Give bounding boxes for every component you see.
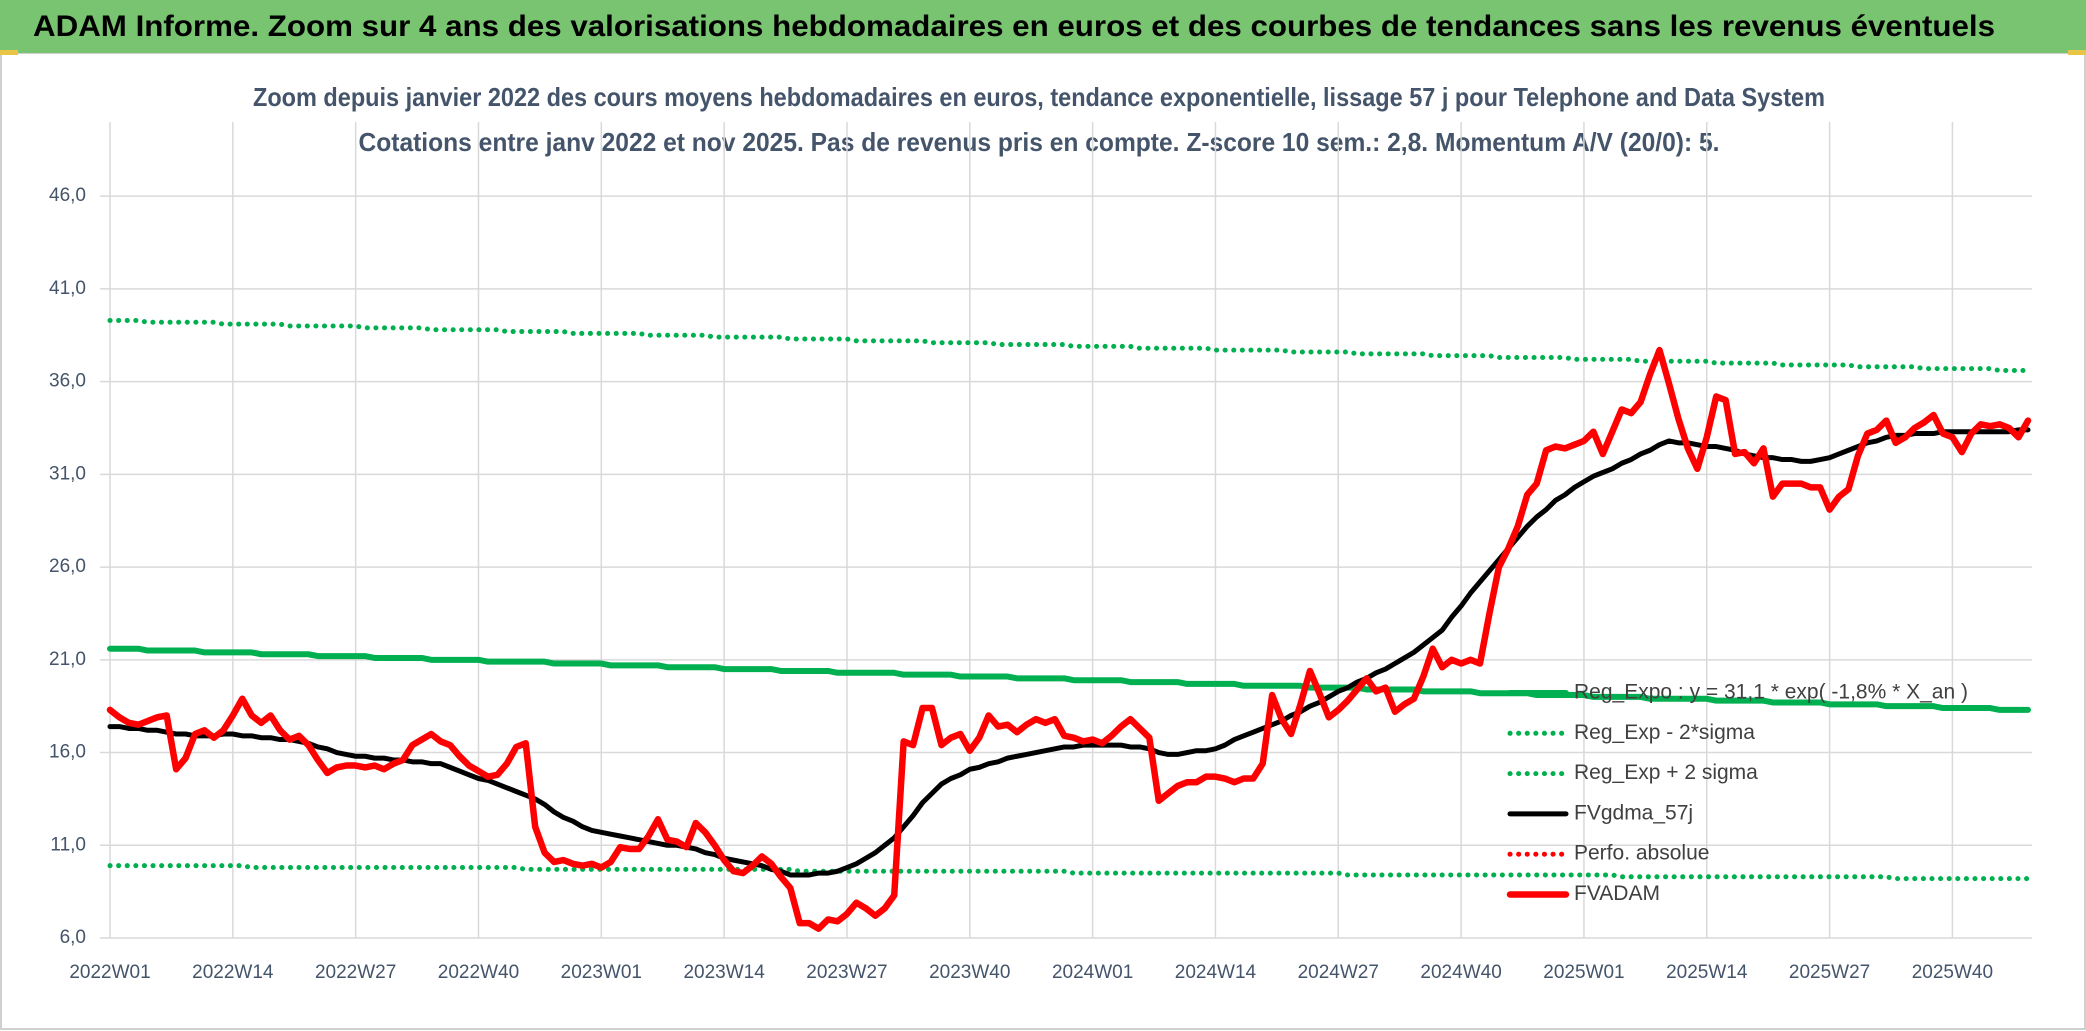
corner-accent: [0, 50, 18, 55]
corner-accent: [2068, 50, 2086, 55]
series-line: [107, 427, 2031, 878]
series-line: [107, 645, 2031, 713]
x-tick-label: 2024W14: [1175, 962, 1257, 983]
grid: 6,0 11,0 16,0 21,0 26,0 31,0 36,0 41,0 46,0 2022W…: [49, 122, 2032, 983]
y-tick-label: 21,0: [49, 649, 86, 670]
y-tick-label: 36,0: [49, 371, 86, 392]
legend-label: FVADAM: [1574, 882, 1660, 905]
x-tick-label: 2023W27: [806, 962, 887, 983]
x-tick-label: 2025W14: [1666, 962, 1748, 983]
x-tick-label: 2022W27: [315, 962, 396, 983]
y-tick-label: 26,0: [49, 556, 86, 577]
y-tick-label: 11,0: [50, 834, 86, 855]
x-tick-label: 2025W40: [1912, 962, 1993, 983]
chart-subtitle: Zoom depuis janvier 2022 des cours moyen…: [253, 82, 1825, 112]
y-tick-label: 41,0: [49, 278, 86, 299]
plot-lines: [106, 317, 2032, 932]
legend-label: Reg_Exp + 2 sigma: [1574, 761, 1758, 784]
y-tick-label: 16,0: [49, 742, 86, 763]
x-tick-label: 2022W01: [69, 962, 150, 983]
x-tick-label: 2024W01: [1052, 962, 1133, 983]
series-line: [107, 863, 2031, 882]
legend-label: FVgdma_57j: [1574, 801, 1693, 824]
series-line: [107, 317, 2031, 374]
x-tick-label: 2024W40: [1420, 962, 1501, 983]
legend: Reg_Expo : y = 31,1 * exp( -1,8% * X_an …: [1506, 681, 1968, 905]
y-tick-label: 31,0: [49, 463, 86, 484]
x-tick-label: 2023W01: [561, 962, 642, 983]
x-tick-label: 2023W40: [929, 962, 1010, 983]
x-tick-label: 2025W27: [1789, 962, 1870, 983]
legend-label: Perfo. absolue: [1574, 842, 1709, 865]
y-tick-label: 46,0: [49, 185, 86, 206]
chart-subtitle: Cotations entre janv 2022 et nov 2025. P…: [359, 127, 1720, 157]
series-line: [106, 346, 2032, 932]
x-tick-label: 2023W14: [683, 962, 765, 983]
x-tick-label: 2025W01: [1543, 962, 1624, 983]
legend-label: Reg_Exp - 2*sigma: [1574, 721, 1755, 744]
x-tick-label: 2024W27: [1298, 962, 1379, 983]
x-tick-label: 2022W40: [438, 962, 519, 983]
x-tick-label: 2022W14: [192, 962, 274, 983]
header-title: ADAM Informe. Zoom sur 4 ans des valoris…: [33, 10, 1995, 43]
header-band: [0, 0, 2086, 53]
y-tick-label: 6,0: [60, 927, 86, 948]
legend-label: Reg_Expo : y = 31,1 * exp( -1,8% * X_an …: [1574, 681, 1968, 704]
